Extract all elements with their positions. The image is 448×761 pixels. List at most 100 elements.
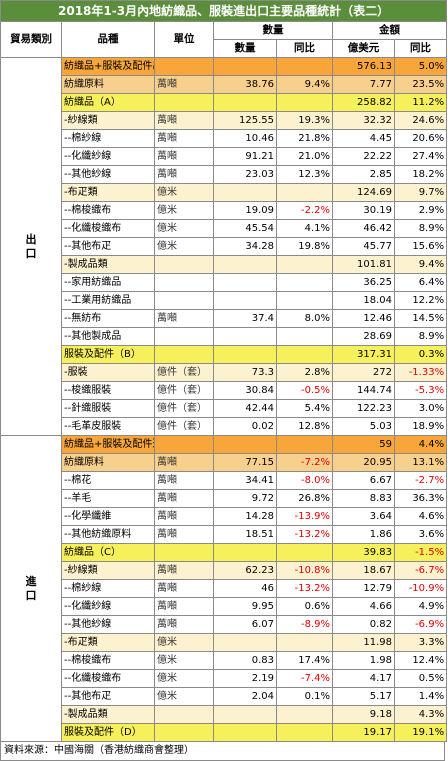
quantity-yoy-cell — [276, 93, 333, 112]
quantity-yoy-cell: 9.4% — [276, 75, 333, 94]
quantity-yoy-cell — [276, 183, 333, 202]
table-title: 2018年1-3月內地紡織品、服裝進出口主要品種統計（表二） — [0, 0, 448, 22]
quantity-cell: 77.15 — [213, 453, 277, 472]
value-yoy-cell: 20.6% — [393, 129, 448, 148]
value-yoy-cell: 18.2% — [393, 165, 448, 184]
item-name: --棉梭織布 — [61, 201, 155, 220]
quantity-cell — [213, 633, 277, 652]
quantity-cell — [213, 255, 277, 274]
export-row: -紗線類 萬噸 125.55 19.3% 32.32 24.6% — [0, 111, 448, 130]
quantity-yoy-cell — [276, 705, 333, 724]
header-qty-value: 數量 — [213, 39, 277, 58]
quantity-yoy-cell — [276, 273, 333, 292]
unit-cell — [154, 255, 214, 274]
value-cell: 46.42 — [332, 219, 395, 238]
quantity-yoy-cell: 8.0% — [276, 309, 333, 328]
quantity-yoy-cell — [276, 633, 333, 652]
item-name: --梭織服裝 — [61, 381, 155, 400]
export-row: --毛革皮服裝 億件（套） 0.02 12.8% 5.03 18.9% — [0, 417, 448, 436]
value-cell: 122.23 — [332, 399, 395, 418]
export-row: --無紡布 萬噸 37.4 8.0% 12.46 14.5% — [0, 309, 448, 328]
unit-cell: 萬噸 — [154, 489, 214, 508]
item-name: -布疋類 — [61, 183, 155, 202]
quantity-cell: 2.19 — [213, 669, 277, 688]
quantity-cell: 42.44 — [213, 399, 277, 418]
unit-cell: 萬噸 — [154, 579, 214, 598]
quantity-cell: 73.3 — [213, 363, 277, 382]
value-yoy-cell: -2.7% — [393, 471, 448, 490]
value-cell: 28.69 — [332, 327, 395, 346]
value-cell: 124.69 — [332, 183, 395, 202]
import-row: --其他布疋 億米 2.04 0.1% 5.17 1.4% — [0, 687, 448, 706]
quantity-cell: 18.51 — [213, 525, 277, 544]
value-yoy-cell: -6.9% — [393, 615, 448, 634]
quantity-yoy-cell: 2.8% — [276, 363, 333, 382]
export-row: 服裝及配件（B） 317.31 0.3% — [0, 345, 448, 364]
unit-cell: 億米 — [154, 669, 214, 688]
value-yoy-cell: 6.4% — [393, 273, 448, 292]
quantity-cell: 0.02 — [213, 417, 277, 436]
value-cell: 4.17 — [332, 669, 395, 688]
import-row: -紗線類 萬噸 62.23 -10.8% 18.67 -6.7% — [0, 561, 448, 580]
source-note: 資料來源：中國海關（香港紡織商會整理） — [0, 742, 445, 761]
item-name: -紗線類 — [61, 561, 155, 580]
value-yoy-cell: 18.9% — [393, 417, 448, 436]
quantity-cell: 2.04 — [213, 687, 277, 706]
value-cell: 101.81 — [332, 255, 395, 274]
value-cell: 19.17 — [332, 723, 395, 742]
unit-cell: 億米 — [154, 687, 214, 706]
export-row: --化纖梭織布 億米 45.54 4.1% 46.42 8.9% — [0, 219, 448, 238]
quantity-cell — [213, 705, 277, 724]
quantity-yoy-cell: 5.4% — [276, 399, 333, 418]
value-yoy-cell: -10.9% — [393, 579, 448, 598]
unit-cell — [154, 93, 214, 112]
unit-cell — [154, 327, 214, 346]
unit-cell: 萬噸 — [154, 129, 214, 148]
quantity-cell — [213, 543, 277, 562]
item-name: -服裝 — [61, 363, 155, 382]
item-name: 紡織品+服裝及配件進口（C+D） — [61, 435, 155, 454]
value-yoy-cell: 36.3% — [393, 489, 448, 508]
value-yoy-cell: 3.0% — [393, 399, 448, 418]
item-name: --棉紗線 — [61, 579, 155, 598]
quantity-cell — [213, 183, 277, 202]
quantity-yoy-cell: 0.1% — [276, 687, 333, 706]
value-yoy-cell: 1.4% — [393, 687, 448, 706]
value-yoy-cell: 23.5% — [393, 75, 448, 94]
import-row: --其他紗線 萬噸 6.07 -8.9% 0.82 -6.9% — [0, 615, 448, 634]
quantity-cell: 45.54 — [213, 219, 277, 238]
quantity-yoy-cell — [276, 255, 333, 274]
quantity-cell — [213, 93, 277, 112]
value-cell: 576.13 — [332, 57, 395, 76]
value-cell: 11.98 — [332, 633, 395, 652]
item-name: --其他製成品 — [61, 327, 155, 346]
value-cell: 4.45 — [332, 129, 395, 148]
value-yoy-cell: 12.2% — [393, 291, 448, 310]
quantity-yoy-cell: 17.4% — [276, 651, 333, 670]
import-row: -布疋類 億米 11.98 3.3% — [0, 633, 448, 652]
value-cell: 18.04 — [332, 291, 395, 310]
header-qty-yoy: 同比 — [276, 39, 333, 58]
item-name: --羊毛 — [61, 489, 155, 508]
quantity-yoy-cell: 19.8% — [276, 237, 333, 256]
unit-cell — [154, 291, 214, 310]
item-name: --其他紗線 — [61, 615, 155, 634]
quantity-cell: 34.28 — [213, 237, 277, 256]
value-cell: 9.18 — [332, 705, 395, 724]
header-unit: 單位 — [154, 21, 214, 58]
item-name: 紡織品（A） — [61, 93, 155, 112]
quantity-cell: 37.4 — [213, 309, 277, 328]
value-cell: 144.74 — [332, 381, 395, 400]
quantity-yoy-cell — [276, 723, 333, 742]
item-name: --家用紡織品 — [61, 273, 155, 292]
value-cell: 317.31 — [332, 345, 395, 364]
value-cell: 3.64 — [332, 507, 395, 526]
unit-cell: 萬噸 — [154, 597, 214, 616]
unit-cell: 萬噸 — [154, 615, 214, 634]
quantity-cell: 125.55 — [213, 111, 277, 130]
item-name: --化纖紗線 — [61, 597, 155, 616]
item-name: --棉花 — [61, 471, 155, 490]
value-cell: 5.03 — [332, 417, 395, 436]
